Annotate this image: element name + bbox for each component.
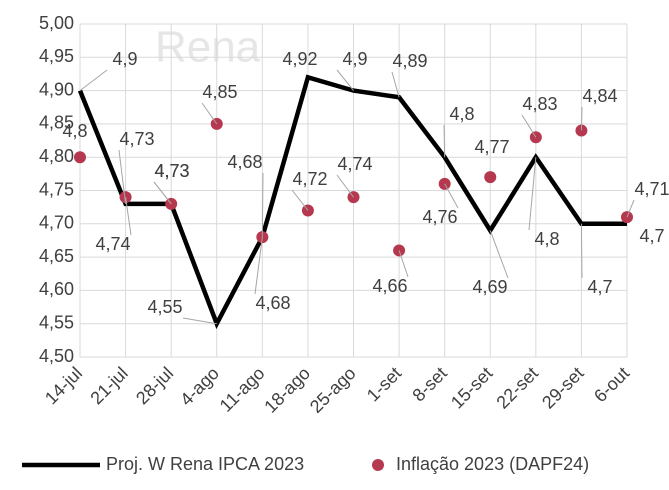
data-label: 4,92	[282, 49, 317, 69]
leader-line	[79, 69, 108, 91]
data-label: 4,74	[337, 154, 372, 174]
leader-line	[391, 71, 400, 98]
data-label: 4,71	[634, 179, 669, 199]
data-label: 4,73	[154, 161, 189, 181]
data-label: 4,73	[154, 161, 189, 181]
x-tick-label: 25-ago	[306, 363, 360, 417]
data-label: 4,73	[119, 129, 154, 149]
y-tick-label: 4,90	[39, 79, 74, 99]
data-label: 4,76	[422, 207, 457, 227]
leader-line	[201, 102, 218, 125]
leader-line	[528, 157, 537, 231]
x-tick-label: 1-set	[363, 363, 405, 405]
y-tick-label: 4,70	[39, 213, 74, 233]
y-tick-label: 4,50	[39, 346, 74, 366]
data-label: 4,85	[202, 82, 237, 102]
leader-line	[254, 237, 263, 295]
leader-line	[291, 189, 309, 211]
x-tick-label: 22-set	[493, 363, 543, 413]
leader-line	[521, 114, 537, 138]
data-label: 4,68	[255, 293, 290, 313]
x-tick-label: 28-jul	[132, 363, 177, 408]
watermark: Rena	[155, 23, 261, 72]
y-tick-label: 4,60	[39, 279, 74, 299]
leader-line	[489, 230, 509, 279]
data-label: 4,89	[392, 51, 427, 71]
y-tick-label: 4,85	[39, 113, 74, 133]
data-label: 4,66	[372, 276, 407, 296]
data-label: 4,7	[639, 226, 664, 246]
leader-line	[182, 317, 217, 325]
data-label: 4,8	[449, 104, 474, 124]
x-tick-label: 21-jul	[86, 363, 131, 408]
data-label: 4,84	[582, 86, 617, 106]
data-label: 4,83	[522, 94, 557, 114]
data-label: 4,9	[342, 49, 367, 69]
leader-line	[398, 250, 409, 278]
x-tick-label: 15-set	[447, 363, 497, 413]
legend-label: Proj. W Rena IPCA 2023	[106, 454, 304, 474]
leader-line	[118, 149, 127, 204]
leader-line	[125, 197, 132, 236]
legend-label: Inflação 2023 (DAPF24)	[396, 454, 589, 474]
data-label: 4,68	[227, 152, 262, 172]
leader-line	[153, 181, 172, 205]
legend-swatch	[372, 459, 384, 471]
leader-line	[336, 174, 354, 198]
data-label: 4,9	[112, 49, 137, 69]
x-tick-label: 18-ago	[260, 363, 314, 417]
leader-line	[580, 106, 583, 131]
leader-line	[443, 124, 446, 158]
leader-line	[444, 183, 459, 209]
data-label: 4,77	[474, 137, 509, 157]
data-label: 4,72	[292, 169, 327, 189]
y-tick-label: 5,00	[39, 13, 74, 33]
y-tick-label: 4,75	[39, 179, 74, 199]
scatter-point	[74, 151, 86, 164]
y-tick-label: 4,80	[39, 146, 74, 166]
y-tick-label: 4,55	[39, 312, 74, 332]
x-tick-label: 11-ago	[216, 363, 269, 416]
data-label: 4,74	[95, 234, 130, 254]
y-tick-label: 4,95	[39, 46, 74, 66]
data-label: 4,7	[587, 277, 612, 297]
x-tick-label: 8-set	[408, 363, 450, 405]
y-tick-label: 4,65	[39, 246, 74, 266]
data-label: 4,69	[472, 277, 507, 297]
leader-line	[261, 172, 264, 238]
scatter-point	[484, 171, 497, 184]
data-label: 4,8	[534, 229, 559, 249]
leader-line	[336, 69, 354, 91]
data-label: 4,8	[62, 121, 87, 141]
leader-line	[580, 223, 583, 279]
leader-line	[626, 199, 635, 218]
x-tick-label: 14-jul	[41, 363, 86, 408]
x-tick-label: 29-set	[538, 363, 588, 413]
data-label: 4,55	[147, 297, 182, 317]
x-tick-label: 6-out	[590, 363, 633, 406]
